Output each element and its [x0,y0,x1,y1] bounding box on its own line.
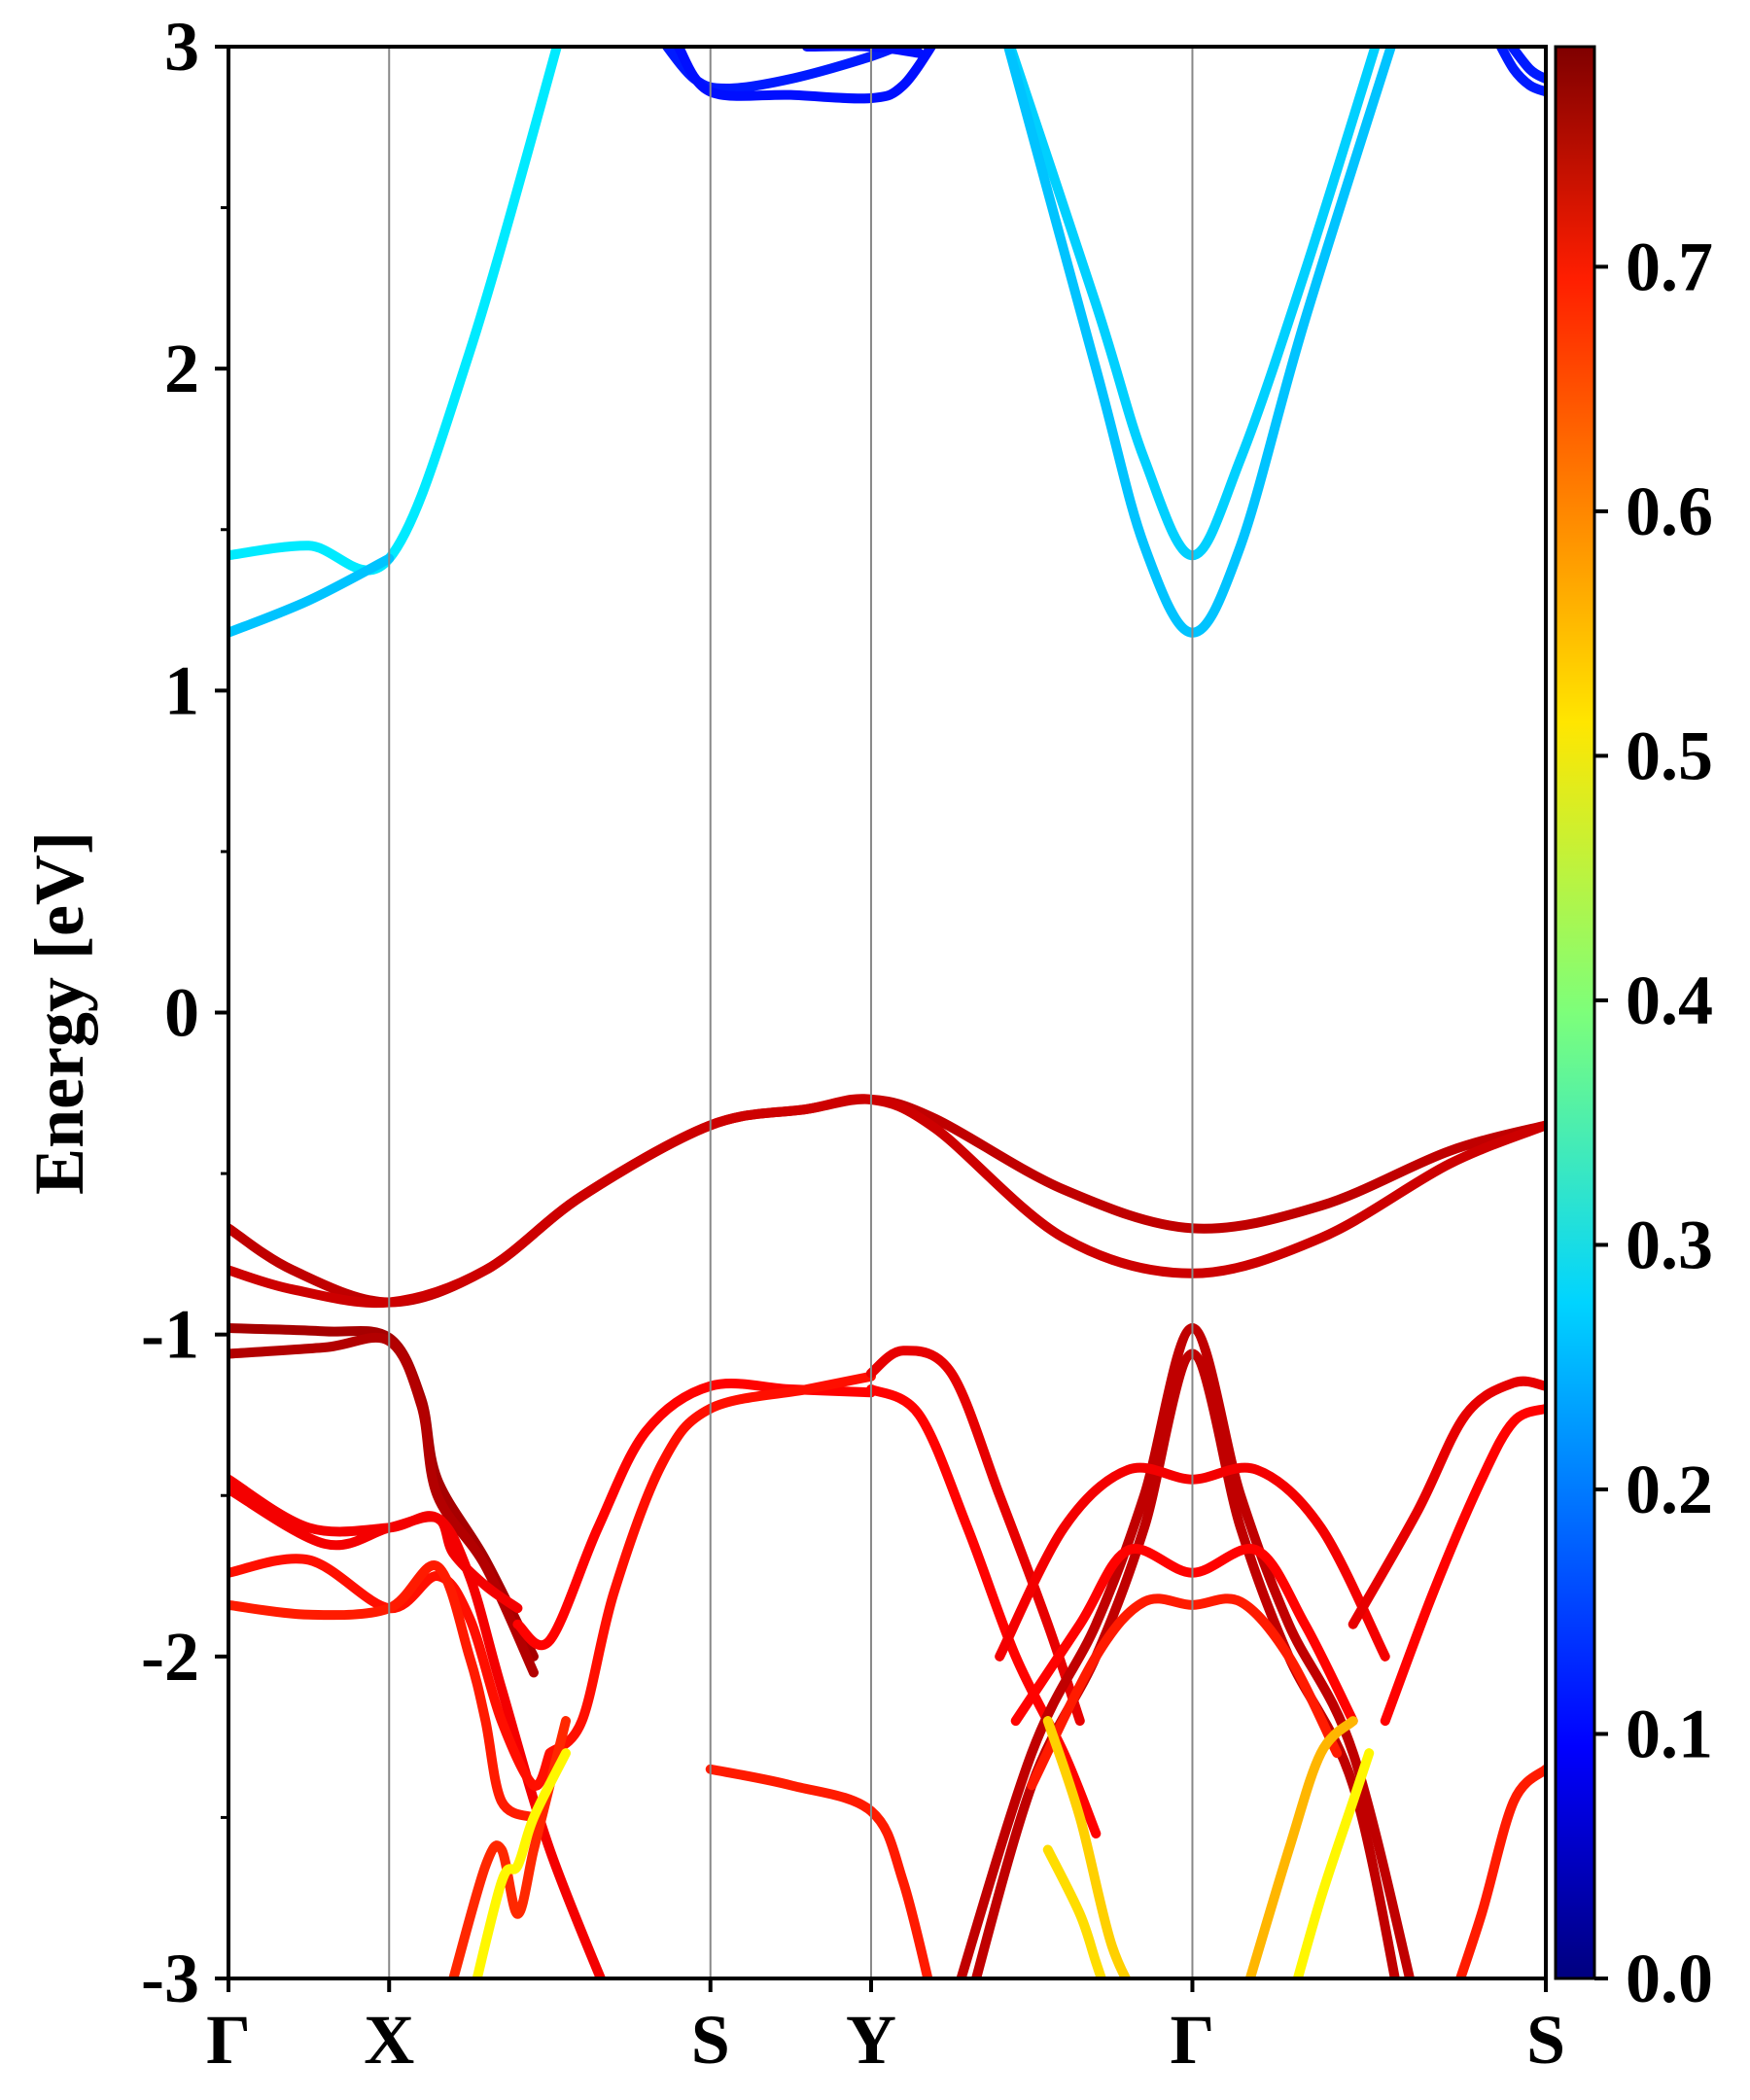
y-tick-label: 1 [164,651,199,729]
x-tick-label: S [1526,2001,1565,2079]
y-tick-label: 3 [164,8,199,86]
band-valence-10 [228,1094,1546,1309]
band-valence-30 [1454,1764,1546,1978]
colorbar-tick-label: 0.0 [1626,1940,1713,2017]
y-tick-label: -1 [141,1296,199,1374]
band-valence-12 [228,1332,539,1678]
colorbar-tick-label: 0.1 [1626,1695,1713,1772]
colorbar-tick-label: 0.2 [1626,1451,1713,1528]
x-tick-label: Γ [206,2001,251,2079]
y-tick-label: 0 [164,974,199,1052]
band-valence-29 [1380,1403,1546,1727]
colorbar [1554,45,1596,1980]
band-conduction-7 [1495,47,1546,97]
x-tick-label: Y [846,2001,896,2079]
y-axis-title: Energy [eV] [20,831,98,1195]
band-valence-22 [705,1764,933,1978]
y-tick-label: 2 [164,330,199,407]
band-valence-33 [1042,1844,1107,1978]
band-conduction-0 [228,47,562,576]
x-tick-label: S [691,2001,730,2079]
band-conduction-3 [1003,47,1397,638]
y-axis-ticks: -3 -2 -1 0 1 2 3 [141,8,228,2017]
colorbar-ticks: 0.0 0.1 0.2 0.3 0.4 0.5 0.6 0.7 [1594,228,1713,2017]
plot-frame [227,45,1548,1980]
band-valence-18 [544,1371,876,1759]
band-valence-35 [472,1748,572,1978]
colorbar-tick-label: 0.6 [1626,472,1713,550]
band-valence-14 [228,1484,523,1614]
x-tick-label: X [364,2001,414,2079]
colorbar-tick-label: 0.3 [1626,1206,1713,1283]
band-valence-19 [865,1346,1085,1727]
band-conduction-6 [801,47,925,58]
y-tick-label: -3 [141,1940,199,2017]
bands-layer [228,47,1546,1978]
colorbar-tick-label: 0.4 [1626,962,1713,1039]
x-tick-label: Γ [1171,2001,1215,2079]
colorbar-tick-label: 0.7 [1626,228,1713,305]
band-valence-32 [1244,1716,1358,1978]
band-valence-16 [228,1560,539,1823]
band-valence-34 [1292,1748,1375,1978]
colorbar-tick-label: 0.5 [1626,717,1713,794]
high-symmetry-lines [388,47,1194,1978]
band-valence-9 [228,1094,1546,1308]
y-tick-label: -2 [141,1618,199,1696]
band-conduction-1 [228,553,395,638]
band-valence-20 [865,1383,1102,1838]
band-valence-26 [1010,1544,1358,1727]
band-valence-28 [1348,1376,1546,1629]
band-valence-31 [1042,1716,1132,1978]
